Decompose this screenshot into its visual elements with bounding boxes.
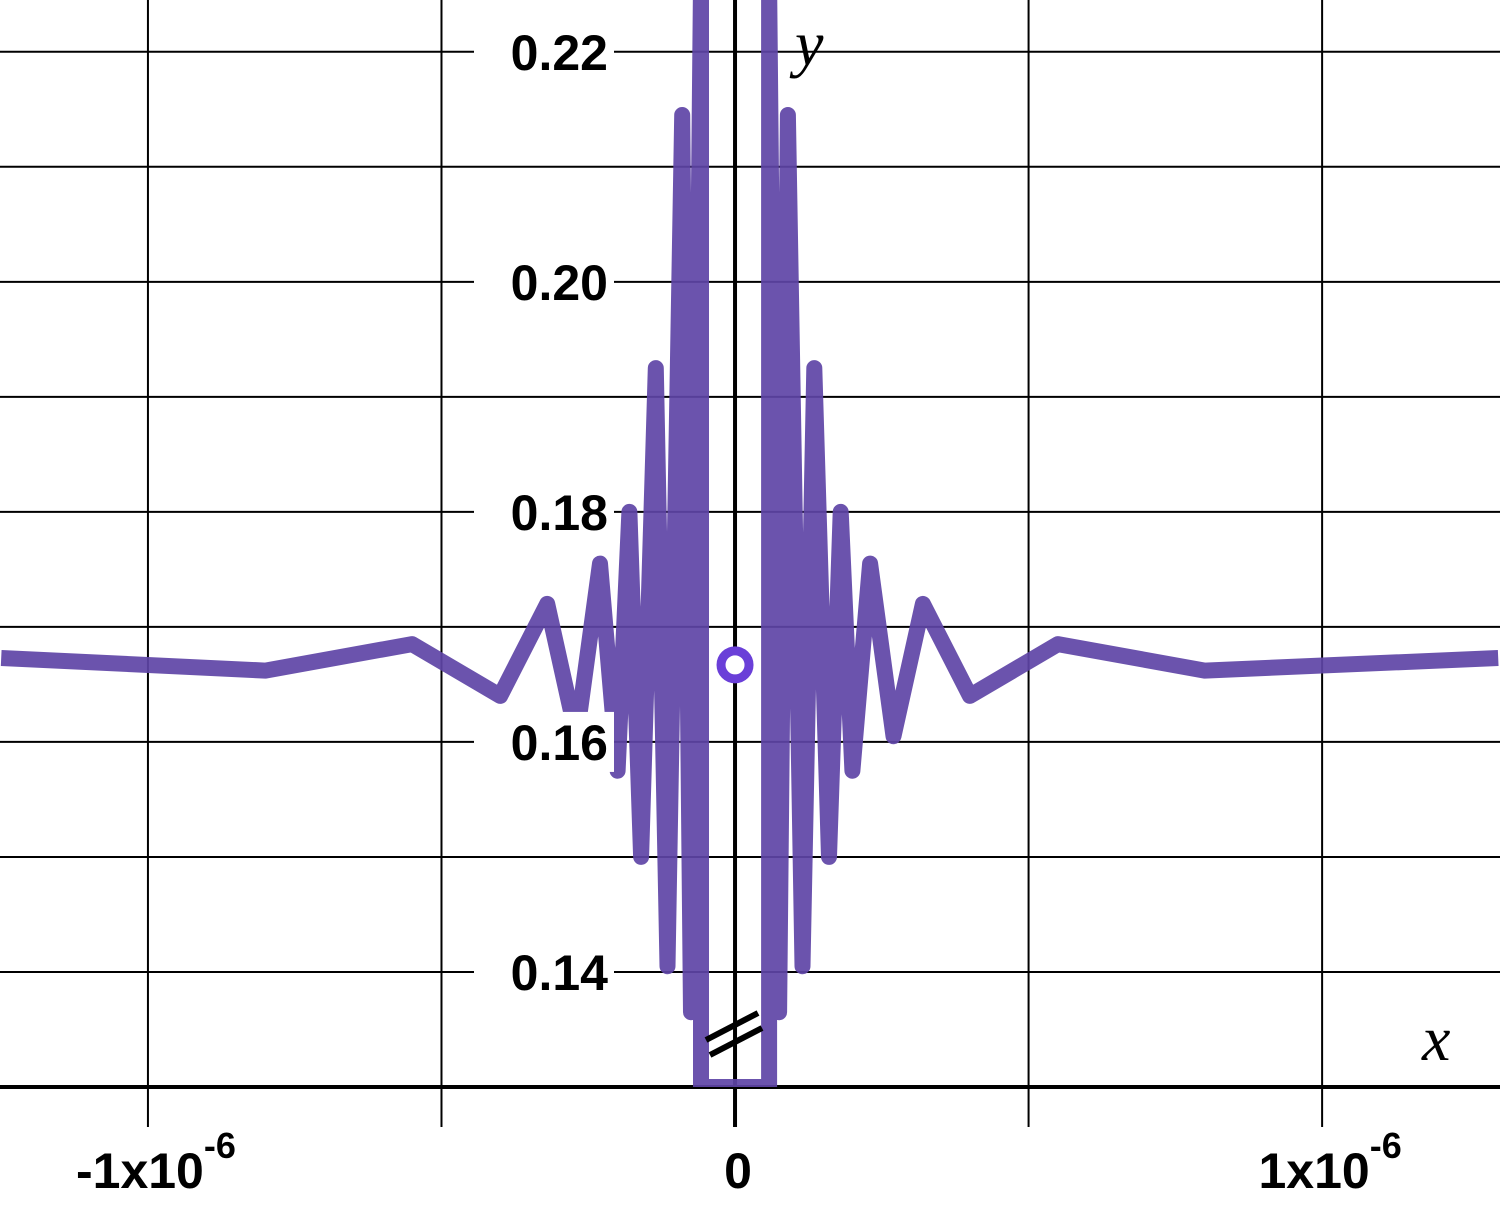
hole-point: [716, 646, 754, 684]
x-tick-label: -1x10-6: [76, 1125, 236, 1199]
x-tick-mantissa: 1x10: [1258, 1143, 1369, 1199]
y-axis-label: y: [789, 8, 824, 79]
curve-area: [0, 0, 1499, 1087]
y-tick-label: 0.18: [511, 485, 608, 541]
axis-break: [704, 1010, 764, 1058]
y-tick-label: 0.16: [511, 715, 608, 771]
y-tick-label: 0.14: [511, 945, 609, 1001]
y-tick-label: 0.20: [511, 255, 608, 311]
label-bg: [474, 941, 614, 1002]
x-tick-exponent: -6: [1370, 1125, 1402, 1166]
label-bg: [474, 251, 614, 312]
labels: 0.140.160.180.200.22-1x10-6 0 1x10-6: [76, 21, 1402, 1199]
x-tick-label: 1x10-6: [1258, 1125, 1401, 1199]
grid: [0, 0, 1500, 1127]
label-bg: [474, 711, 614, 772]
label-bg: [474, 481, 614, 542]
y-tick-label: 0.22: [511, 25, 608, 81]
x-tick-label: 0: [724, 1143, 752, 1199]
label-bg: [474, 21, 614, 82]
x-tick-exponent: -6: [204, 1125, 236, 1166]
series-line: [0, 0, 1499, 1087]
x-axis-label: x: [1421, 1003, 1450, 1074]
x-tick-mantissa: -1x10: [76, 1143, 204, 1199]
